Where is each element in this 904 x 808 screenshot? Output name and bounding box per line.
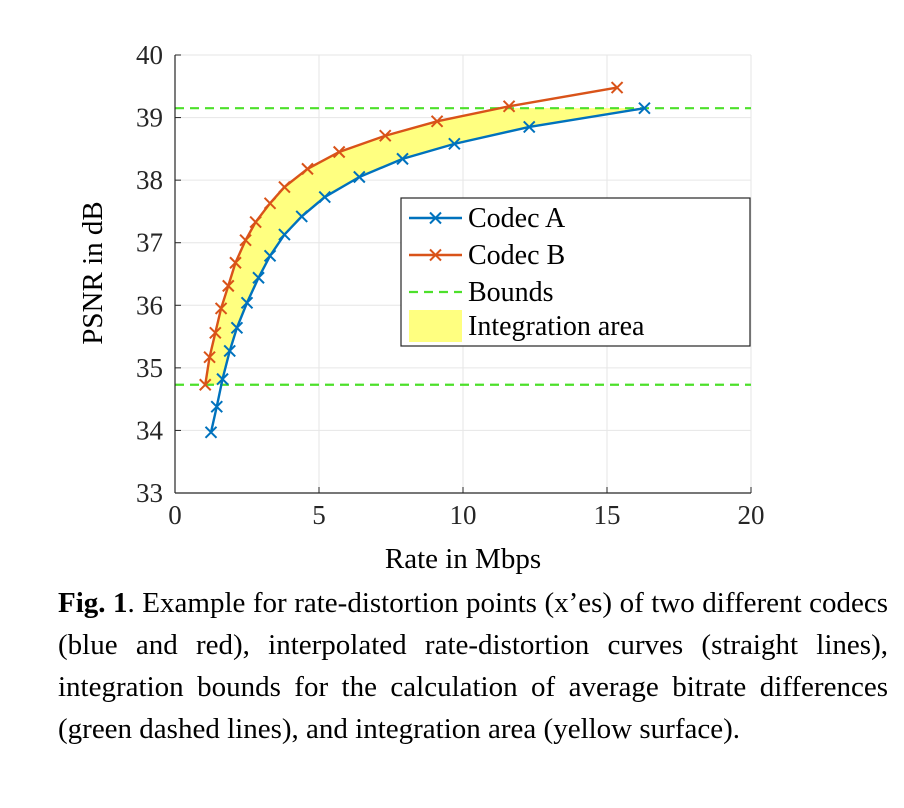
x-tick-label: 10 — [450, 500, 477, 530]
integration-area — [205, 108, 645, 385]
legend-marker-1 — [429, 248, 442, 262]
x-tick-label: 5 — [312, 500, 326, 530]
codec-a-point — [396, 152, 409, 166]
x-axis-label: Rate in Mbps — [385, 543, 541, 575]
y-tick-label: 37 — [136, 228, 163, 258]
codec-b-point — [199, 378, 212, 391]
codec-a-point — [353, 170, 366, 184]
codec-b-point — [263, 197, 277, 210]
codec-a-point — [223, 344, 236, 358]
codec-a-point — [278, 228, 291, 241]
legend-patch — [409, 310, 462, 342]
codec-a-point — [523, 120, 536, 134]
legend-label-3: Integration area — [468, 311, 645, 342]
codec-b-point — [502, 100, 516, 113]
codec-b-point — [379, 129, 392, 142]
codec-b-point — [203, 351, 216, 364]
codec-b-point — [332, 145, 346, 159]
y-tick-label: 35 — [136, 353, 163, 383]
codec-a-point — [204, 426, 218, 439]
x-tick-label: 20 — [738, 500, 765, 530]
chart: 0 5 10 15 20 33 34 35 36 37 38 39 40 Rate in Mbps PS… — [77, 40, 765, 575]
codec-a-point — [252, 271, 265, 284]
x-tick-label: 0 — [168, 500, 182, 530]
codec-a-point — [216, 372, 229, 386]
codec-a-point — [448, 137, 461, 151]
caption-label: Fig. 1 — [58, 587, 128, 619]
x-tick-label: 15 — [594, 500, 621, 530]
codec-b-point — [222, 279, 235, 293]
codec-b-point — [610, 81, 624, 94]
codec-a-point — [240, 296, 254, 309]
legend-marker-0 — [429, 211, 442, 225]
codec-a-point — [638, 101, 651, 115]
chart-svg: 0 5 10 15 20 33 34 35 36 37 38 39 40 Rate in Mbps PS… — [77, 40, 765, 575]
codec-b-point — [239, 234, 252, 247]
codec-b-point — [229, 256, 242, 269]
codec-a-point — [210, 400, 223, 413]
codec-a-point — [295, 210, 308, 223]
codec-b-line — [204, 86, 618, 385]
y-tick-label: 33 — [136, 478, 163, 508]
codec-b-point — [209, 326, 222, 340]
figure-caption: Fig. 1. Example for rate-distortion poin… — [58, 582, 888, 750]
legend-label-0: Codec A — [468, 203, 566, 234]
legend-label-2: Bounds — [468, 277, 554, 308]
codec-a-point — [263, 249, 277, 263]
codec-b-point — [214, 302, 228, 315]
codec-a-line — [209, 107, 645, 433]
codec-a-point — [230, 321, 244, 335]
y-axis-label: PSNR in dB — [77, 201, 109, 344]
y-tick-label: 39 — [136, 103, 163, 133]
codec-b-point — [430, 115, 444, 128]
y-tick-label: 40 — [136, 40, 163, 70]
codec-b-point — [249, 215, 262, 229]
codec-b-point — [301, 162, 314, 176]
caption-text: . Example for rate-distortion points (x’… — [58, 587, 888, 745]
codec-b-point — [278, 180, 291, 194]
y-tick-label: 38 — [136, 165, 163, 195]
y-tick-label: 36 — [136, 290, 163, 320]
legend-label-1: Codec B — [468, 240, 565, 271]
y-tick-label: 34 — [136, 415, 164, 445]
codec-a-point — [318, 190, 331, 204]
